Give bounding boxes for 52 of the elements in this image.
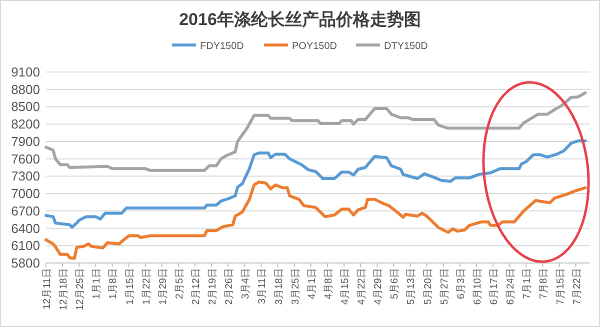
x-tick-label: 2月12日: [191, 268, 202, 305]
y-tick-label: 7300: [11, 168, 40, 184]
x-tick-label: 1月22日: [141, 268, 152, 305]
x-tick-label: 3月18日: [274, 268, 285, 305]
x-tick-label: 3月25日: [290, 268, 302, 305]
x-tick-label: 2月5日: [174, 268, 186, 300]
x-tick-label: 12月18日: [58, 268, 70, 310]
legend-label: DTY150D: [384, 41, 428, 52]
x-tick-label: 1月1日: [92, 268, 103, 300]
x-tick-label: 3月11日: [257, 268, 268, 304]
y-tick-label: 8500: [11, 99, 40, 114]
y-tick-label: 8800: [11, 82, 40, 97]
x-tick-label: 5月6日: [390, 268, 401, 300]
x-tick-label: 1月29日: [158, 268, 169, 305]
legend-label: FDY150D: [200, 41, 244, 52]
y-tick-label: 6400: [11, 220, 40, 236]
line-series: [44, 180, 587, 260]
y-tick-label: 7000: [11, 186, 40, 202]
x-tick-label: 7月15日: [555, 268, 566, 305]
x-tick-label: 12月25日: [75, 268, 86, 310]
y-tick-label: 8200: [11, 116, 40, 132]
x-tick-label: 7月22日: [572, 268, 583, 305]
x-tick-label: 4月22日: [356, 268, 368, 305]
x-tick-label: 4月29日: [373, 268, 384, 305]
legend-label: POY150D: [292, 41, 338, 52]
y-tick-label: 6700: [11, 203, 40, 218]
x-tick-label: 3月4日: [240, 268, 252, 300]
y-tick-label: 5800: [11, 256, 40, 270]
x-tick-label: 6月10日: [472, 268, 484, 305]
x-tick-label: 7月8日: [538, 268, 550, 300]
x-tick-label: 5月27日: [439, 268, 450, 305]
x-tick-label: 1月8日: [108, 268, 120, 300]
x-tick-label: 6月17日: [489, 268, 500, 305]
line-series: [44, 139, 587, 229]
x-tick-label: 1月15日: [124, 268, 136, 305]
x-tick-label: 2月19日: [208, 268, 219, 305]
x-tick-label: 2月26日: [224, 268, 236, 305]
x-tick-label: 5月20日: [422, 268, 434, 305]
chart-title: 2016年涤纶长丝产品价格走势图: [179, 10, 421, 29]
x-tick-label: 6月24日: [506, 268, 517, 305]
x-tick-label: 4月8日: [323, 268, 334, 300]
line-series: [44, 91, 587, 172]
x-tick-label: 5月13日: [406, 268, 418, 305]
x-tick-label: 7月1日: [522, 268, 534, 300]
y-tick-label: 6100: [11, 238, 40, 254]
x-tick-label: 4月1日: [306, 268, 318, 300]
y-tick-label: 7900: [11, 134, 40, 149]
x-tick-label: 12月11日: [42, 268, 53, 310]
x-tick-label: 4月15日: [340, 268, 352, 305]
x-tick-label: 6月3日: [456, 268, 467, 300]
y-tick-label: 9100: [11, 64, 40, 80]
y-tick-label: 7600: [11, 151, 40, 166]
